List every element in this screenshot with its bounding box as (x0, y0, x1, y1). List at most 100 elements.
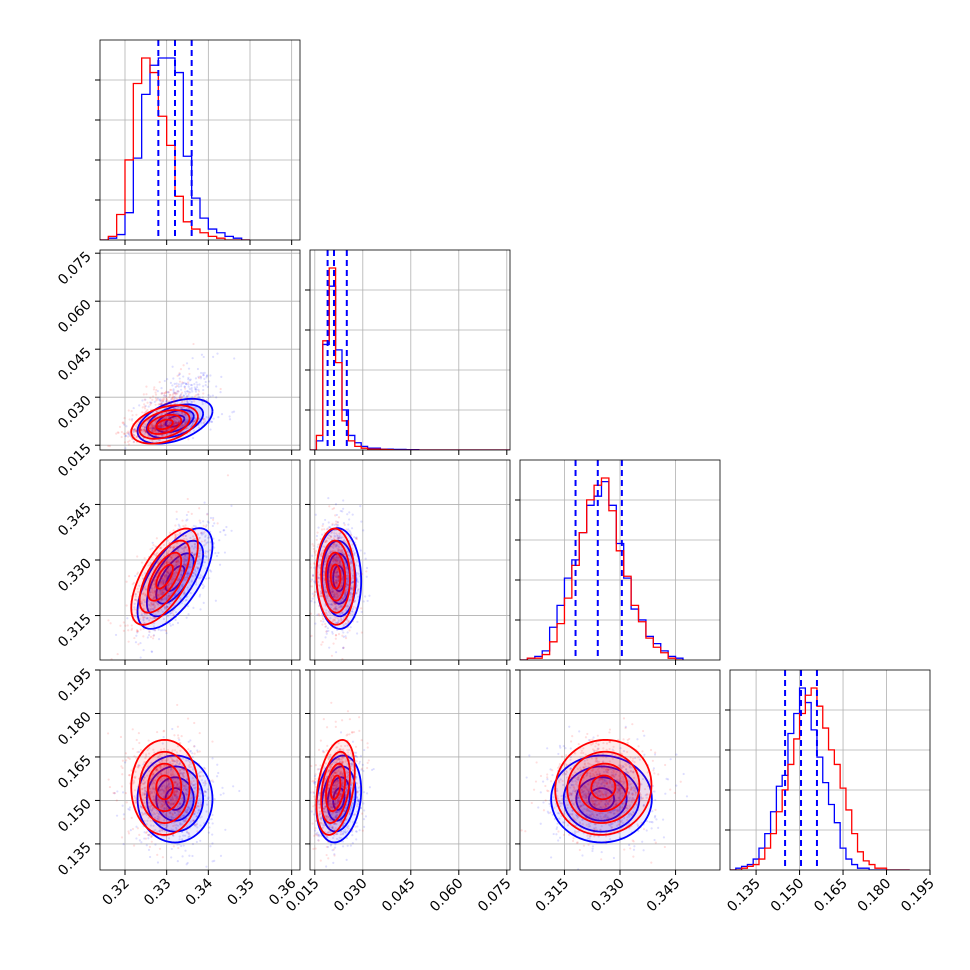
scatter-point (155, 537, 158, 540)
scatter-point (365, 566, 369, 570)
scatter-point (166, 570, 169, 574)
scatter-point (188, 379, 191, 382)
scatter-point (194, 786, 198, 789)
scatter-point (175, 559, 178, 563)
scatter-point (199, 576, 202, 579)
scatter-point (158, 399, 161, 402)
scatter-point (198, 577, 201, 580)
scatter-point (325, 630, 328, 633)
scatter-point (215, 396, 218, 399)
scatter-point (162, 424, 165, 428)
scatter-point (162, 583, 165, 586)
scatter-point (198, 383, 201, 386)
scatter-point (143, 612, 147, 615)
scatter-point (166, 615, 170, 618)
scatter-point (178, 396, 181, 399)
scatter-point (124, 435, 127, 438)
scatter-point (334, 560, 338, 563)
scatter-point (178, 802, 181, 806)
scatter-point (351, 587, 354, 590)
scatter-point (153, 791, 156, 794)
scatter-point (322, 549, 325, 552)
scatter-point (156, 397, 160, 400)
scatter-point (184, 564, 187, 567)
scatter-point (331, 545, 334, 548)
scatter-point (342, 521, 346, 525)
scatter-point (191, 768, 194, 771)
scatter-point (173, 536, 177, 539)
scatter-point (152, 798, 155, 802)
scatter-point (327, 566, 330, 569)
scatter-point (178, 373, 181, 376)
scatter-point (173, 760, 176, 763)
scatter-point (163, 392, 166, 395)
scatter-point (332, 557, 335, 560)
scatter-point (202, 532, 205, 535)
scatter-point (134, 430, 137, 433)
scatter-point (147, 574, 150, 577)
scatter-point (340, 578, 344, 581)
scatter-point (177, 579, 181, 582)
histogram-panel-2 (520, 460, 720, 660)
scatter-point (345, 609, 348, 612)
scatter-point (155, 388, 158, 392)
scatter-point (333, 603, 337, 606)
scatter-point (138, 584, 141, 587)
scatter-point (184, 422, 188, 425)
scatter-point (196, 367, 200, 371)
scatter-point (195, 566, 198, 569)
scatter-point (334, 541, 337, 544)
scatter-point (312, 544, 315, 547)
scatter-point (122, 843, 125, 846)
scatter-point (156, 560, 159, 563)
scatter-point (337, 537, 340, 540)
scatter-point (201, 586, 205, 590)
scatter-point (179, 531, 182, 534)
scatter-point (163, 551, 166, 554)
scatter-point (162, 581, 165, 585)
scatter-point (184, 783, 187, 786)
panel-frame (99, 249, 301, 451)
scatter-point (331, 591, 335, 594)
scatter-point (173, 425, 176, 428)
scatter-point (169, 432, 172, 435)
scatter-point (342, 575, 345, 578)
scatter-point (332, 571, 336, 574)
scatter-point (154, 615, 157, 618)
scatter-point (167, 549, 171, 552)
scatter-point (199, 375, 203, 379)
scatter-point (194, 573, 197, 576)
scatter-point (203, 418, 206, 421)
scatter-point (339, 605, 342, 608)
scatter-point (336, 520, 339, 524)
scatter-point (203, 766, 206, 769)
scatter-point (180, 602, 183, 605)
scatter-point (149, 401, 152, 404)
scatter-point (154, 430, 157, 433)
scatter-point (193, 569, 197, 572)
scatter-point (311, 585, 314, 588)
scatter-point (332, 594, 335, 597)
scatter-point (179, 431, 182, 435)
scatter-point (328, 603, 331, 606)
scatter-point (165, 570, 168, 574)
scatter-point (127, 409, 130, 412)
scatter-point (336, 521, 340, 524)
scatter-point (158, 424, 161, 427)
scatter-point (174, 392, 177, 395)
scatter-point (217, 416, 220, 419)
scatter-point (335, 572, 338, 575)
scatter-point (167, 766, 171, 769)
scatter-point (348, 552, 352, 555)
scatter-point (184, 392, 187, 395)
scatter-point (341, 610, 344, 614)
scatter-point (344, 594, 347, 597)
scatter-point (141, 430, 144, 433)
scatter-point (353, 535, 356, 539)
scatter-point (195, 583, 198, 586)
scatter-point (151, 395, 155, 398)
scatter-point (150, 791, 153, 794)
scatter-point (134, 615, 137, 618)
scatter-point (335, 596, 339, 599)
scatter-point (145, 429, 148, 432)
